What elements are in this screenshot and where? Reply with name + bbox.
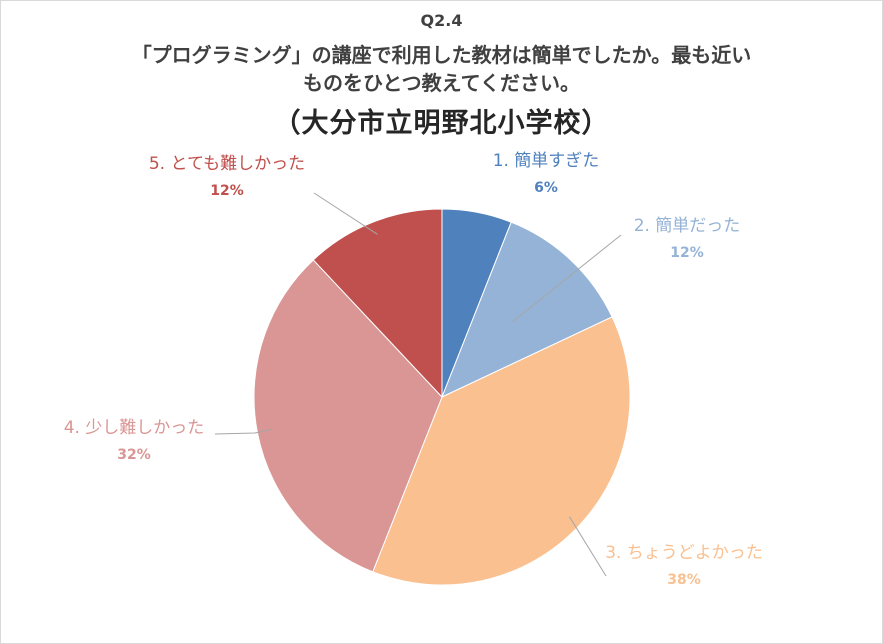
chart-school-name: （大分市立明野北小学校） [273, 108, 610, 139]
slice-category-label-1: 1. 簡単すぎた [493, 151, 600, 171]
slice-value-label-4: 32% [117, 447, 151, 463]
leader-line-5 [313, 192, 378, 235]
slice-value-label-5: 12% [210, 183, 244, 199]
slice-value-label-3: 38% [667, 572, 701, 588]
slice-category-label-4: 4. 少し難しかった [64, 418, 205, 438]
pie-slice-5 [312, 208, 443, 399]
pie-slice-3 [372, 316, 631, 586]
chart-question-line-1: 「プログラミング」の講座で利用した教材は簡単でしたか。最も近い [131, 43, 752, 67]
slice-category-label-2: 2. 簡単だった [634, 216, 741, 236]
slice-value-label-2: 12% [670, 245, 704, 261]
leader-line-4 [214, 428, 273, 435]
leader-line-2 [512, 234, 622, 323]
slice-category-label-3: 3. ちょうどよかった [605, 543, 763, 563]
leader-line-3 [569, 516, 607, 577]
chart-question-line-2: ものをひとつ教えてください。 [303, 71, 580, 95]
slice-value-label-1: 6% [534, 180, 558, 196]
chart-question-code: Q2.4 [420, 11, 463, 30]
slice-category-label-5: 5. とても難しかった [149, 154, 305, 174]
